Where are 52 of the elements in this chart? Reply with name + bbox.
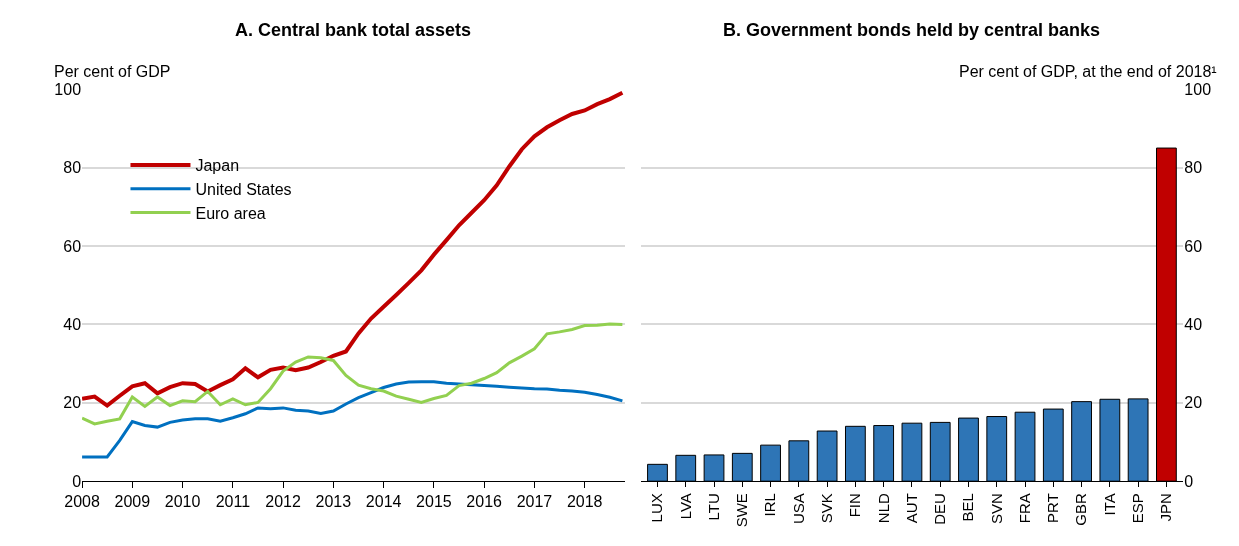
x-tick-label: 2011 bbox=[215, 493, 251, 511]
legend-label: United States bbox=[195, 180, 292, 198]
x-tick-label: JPN bbox=[1157, 493, 1175, 522]
x-tick-label: 2013 bbox=[315, 493, 352, 511]
x-tick-label: USA bbox=[789, 493, 807, 525]
x-tick-label: 2015 bbox=[416, 493, 452, 511]
x-tick-label: 2010 bbox=[164, 493, 201, 511]
x-tick-label: LVA bbox=[676, 493, 694, 520]
y-tick-label: 100 bbox=[1184, 80, 1212, 98]
y-tick-label: 20 bbox=[63, 394, 82, 412]
x-tick-label: GBR bbox=[1072, 493, 1090, 526]
x-tick-label: 2018 bbox=[566, 493, 603, 511]
x-tick-label: FIN bbox=[846, 493, 864, 518]
x-tick-label: BEL bbox=[959, 493, 977, 522]
x-tick-label: PRT bbox=[1044, 493, 1062, 523]
x-tick-label: ITA bbox=[1100, 493, 1118, 516]
y-tick-label: 40 bbox=[1184, 316, 1203, 334]
x-tick-label: DEU bbox=[931, 493, 949, 525]
y-tick-label: 0 bbox=[1184, 472, 1194, 490]
y-axis-title: Per cent of GDP, at the end of 2018¹ bbox=[959, 63, 1217, 80]
legend-label: Euro area bbox=[195, 204, 266, 222]
x-tick-label: SVK bbox=[817, 493, 835, 524]
x-tick-label: AUT bbox=[902, 493, 920, 524]
x-tick-label: 2017 bbox=[516, 493, 553, 511]
x-tick-label: ESP bbox=[1128, 493, 1146, 524]
x-tick-label: FRA bbox=[1015, 493, 1033, 524]
x-tick-label: LUX bbox=[648, 493, 666, 523]
line-series bbox=[82, 380, 624, 459]
x-tick-label: 2008 bbox=[64, 493, 100, 511]
x-tick-label: SVN bbox=[987, 493, 1005, 525]
chart-title: A. Central bank total assets bbox=[235, 20, 472, 40]
line-series bbox=[82, 90, 625, 408]
x-tick-label: SWE bbox=[733, 493, 751, 528]
chart-title: B. Government bonds held by central banks bbox=[723, 20, 1101, 40]
x-tick-label: NLD bbox=[874, 493, 892, 524]
legend-label: Japan bbox=[195, 157, 240, 175]
y-tick-label: 20 bbox=[1184, 394, 1203, 412]
y-tick-label: 80 bbox=[63, 159, 82, 177]
y-tick-label: 80 bbox=[1184, 159, 1203, 177]
y-tick-label: 0 bbox=[72, 472, 82, 490]
y-axis-title: Per cent of GDP bbox=[54, 63, 171, 80]
y-tick-label: 60 bbox=[63, 237, 82, 255]
x-tick-label: IRL bbox=[761, 493, 779, 517]
y-tick-label: 40 bbox=[63, 316, 82, 334]
y-tick-label: 60 bbox=[1184, 237, 1203, 255]
line-series bbox=[82, 322, 624, 426]
x-tick-label: 2012 bbox=[265, 493, 301, 511]
x-tick-label: LTU bbox=[704, 493, 722, 521]
x-tick-label: 2014 bbox=[365, 493, 402, 511]
x-tick-label: 2009 bbox=[114, 493, 151, 511]
x-tick-label: 2016 bbox=[466, 493, 503, 511]
y-tick-label: 100 bbox=[54, 80, 82, 98]
